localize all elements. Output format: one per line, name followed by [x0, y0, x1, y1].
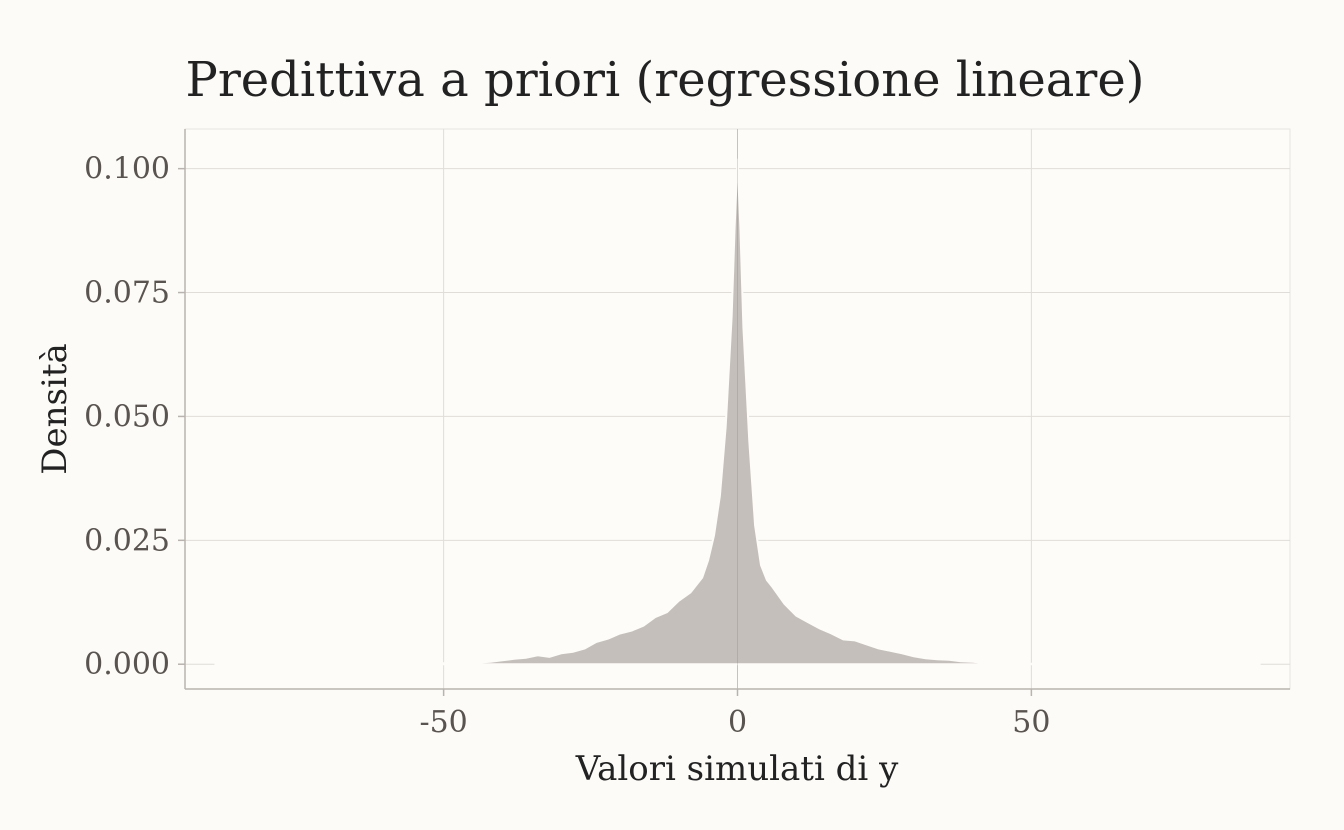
x-tick-label: -50: [419, 705, 467, 740]
chart-title: Predittiva a priori (regressione lineare…: [186, 52, 1145, 108]
density-area: [214, 158, 1261, 666]
y-axis-label: Densità: [35, 343, 75, 475]
y-tick-label: 0.075: [84, 276, 170, 311]
y-tick-label: 0.100: [84, 152, 170, 187]
y-tick-label: 0.025: [84, 523, 170, 558]
x-tick-label: 50: [1012, 705, 1050, 740]
x-axis-label: Valori simulati di y: [575, 749, 899, 789]
y-tick-label: 0.050: [84, 399, 170, 434]
x-ticks: -50 0 50: [419, 689, 1050, 740]
y-tick-label: 0.000: [84, 647, 170, 682]
x-tick-label: 0: [728, 705, 747, 740]
y-ticks: 0.000 0.025 0.050 0.075 0.100: [84, 152, 185, 682]
